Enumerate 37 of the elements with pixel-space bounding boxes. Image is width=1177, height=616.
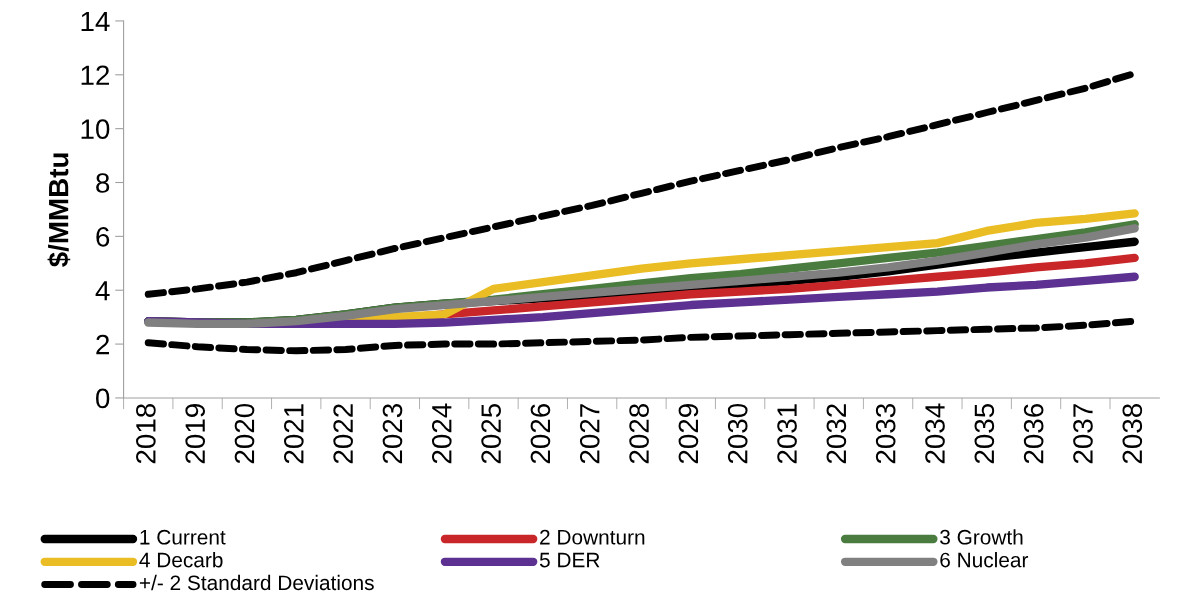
legend-label: 3 Growth	[940, 529, 1023, 545]
x-tick-label: 2019	[185, 404, 206, 464]
legend-label: 2 Downturn	[540, 529, 645, 545]
x-tick-label: 2023	[382, 404, 403, 464]
y-axis-title: $/MMBtu	[47, 153, 71, 267]
x-tick-label: 2030	[727, 403, 748, 464]
y-tick-label: 10	[81, 119, 110, 139]
x-tick-label: 2020	[234, 403, 255, 464]
legend-label: 4 Decarb	[139, 552, 223, 568]
x-tick-label: 2035	[974, 403, 995, 464]
y-tick-label: 6	[96, 227, 110, 247]
y-tick-label: 12	[81, 65, 109, 85]
legend-label: 6 Nuclear	[940, 552, 1029, 568]
y-tick-label: 0	[96, 388, 110, 409]
x-tick-label: 2018	[136, 404, 156, 464]
y-tick-label: 2	[96, 334, 109, 355]
legend-label: +/- 2 Standard Deviations	[139, 574, 374, 591]
x-tick-label: 2029	[678, 404, 699, 464]
legend-label: 5 DER	[539, 552, 600, 568]
x-tick-label: 2026	[530, 404, 551, 464]
x-tick-label: 2031	[777, 404, 797, 464]
x-tick-label: 2033	[875, 404, 896, 464]
x-tick-label: 2034	[925, 403, 945, 464]
legend-label: 1 Current	[140, 529, 226, 545]
x-tick-label: 2037	[1073, 404, 1093, 464]
x-tick-label: 2027	[579, 404, 600, 464]
x-tick-label: 2024	[431, 403, 452, 464]
y-tick-label: 4	[95, 281, 110, 301]
x-tick-label: 2032	[826, 404, 847, 464]
x-tick-label: 2025	[481, 403, 501, 464]
x-tick-label: 2028	[629, 404, 649, 464]
y-tick-label: 14	[81, 11, 110, 32]
y-tick-label: 8	[96, 173, 110, 193]
x-tick-label: 2021	[284, 404, 304, 464]
x-tick-label: 2036	[1023, 404, 1044, 464]
x-tick-label: 2038	[1122, 404, 1143, 464]
x-tick-label: 2022	[333, 404, 353, 464]
